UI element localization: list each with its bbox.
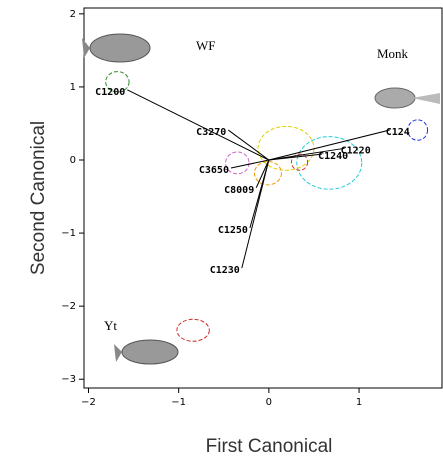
vector-label: C8009 [224,185,254,196]
y-tick-label: 0 [70,155,76,166]
y-axis-title: Second Canonical [28,121,49,275]
annotation: Monk [377,46,409,61]
group-ellipse [253,160,282,186]
group-ellipse [290,153,309,171]
vector [127,89,270,161]
vector-label: C3650 [199,165,229,176]
vector-label: C1230 [210,265,240,276]
group-ellipse [105,71,130,93]
vector [268,147,345,161]
y-tick-label: −1 [61,228,76,239]
group-ellipse [257,125,315,171]
vector-label: C1200 [95,87,125,98]
vector-label: C124 [386,127,410,138]
fish-wf [82,33,151,63]
vector [268,153,323,161]
group-ellipse [407,119,429,141]
vector [241,159,270,269]
fish-yt [114,339,179,365]
y-tick-label: −3 [61,374,76,385]
x-axis-title: First Canonical [206,436,333,457]
annotation: Yt [104,318,117,333]
y-tick-label: −2 [61,301,76,312]
x-tick-label: −2 [81,397,96,408]
vector-label: C1250 [218,225,248,236]
group-ellipse [176,318,210,342]
annotation: WF [196,38,216,53]
x-tick-label: 1 [356,397,362,408]
x-tick-label: −1 [171,397,186,408]
vector [255,159,270,188]
vector [227,129,270,161]
group-ellipse [225,151,250,175]
vector [268,129,390,161]
x-tick-label: 0 [266,397,272,408]
vector-label: C3270 [196,127,226,138]
group-ellipse [296,136,363,190]
plot-frame [83,7,443,389]
y-tick-label: 1 [70,82,76,93]
vector-label: C1240 [318,151,348,162]
y-tick-label: 2 [70,9,76,20]
vector [230,159,269,169]
vector-label: C1220 [341,145,371,156]
fish-monk [374,87,440,109]
